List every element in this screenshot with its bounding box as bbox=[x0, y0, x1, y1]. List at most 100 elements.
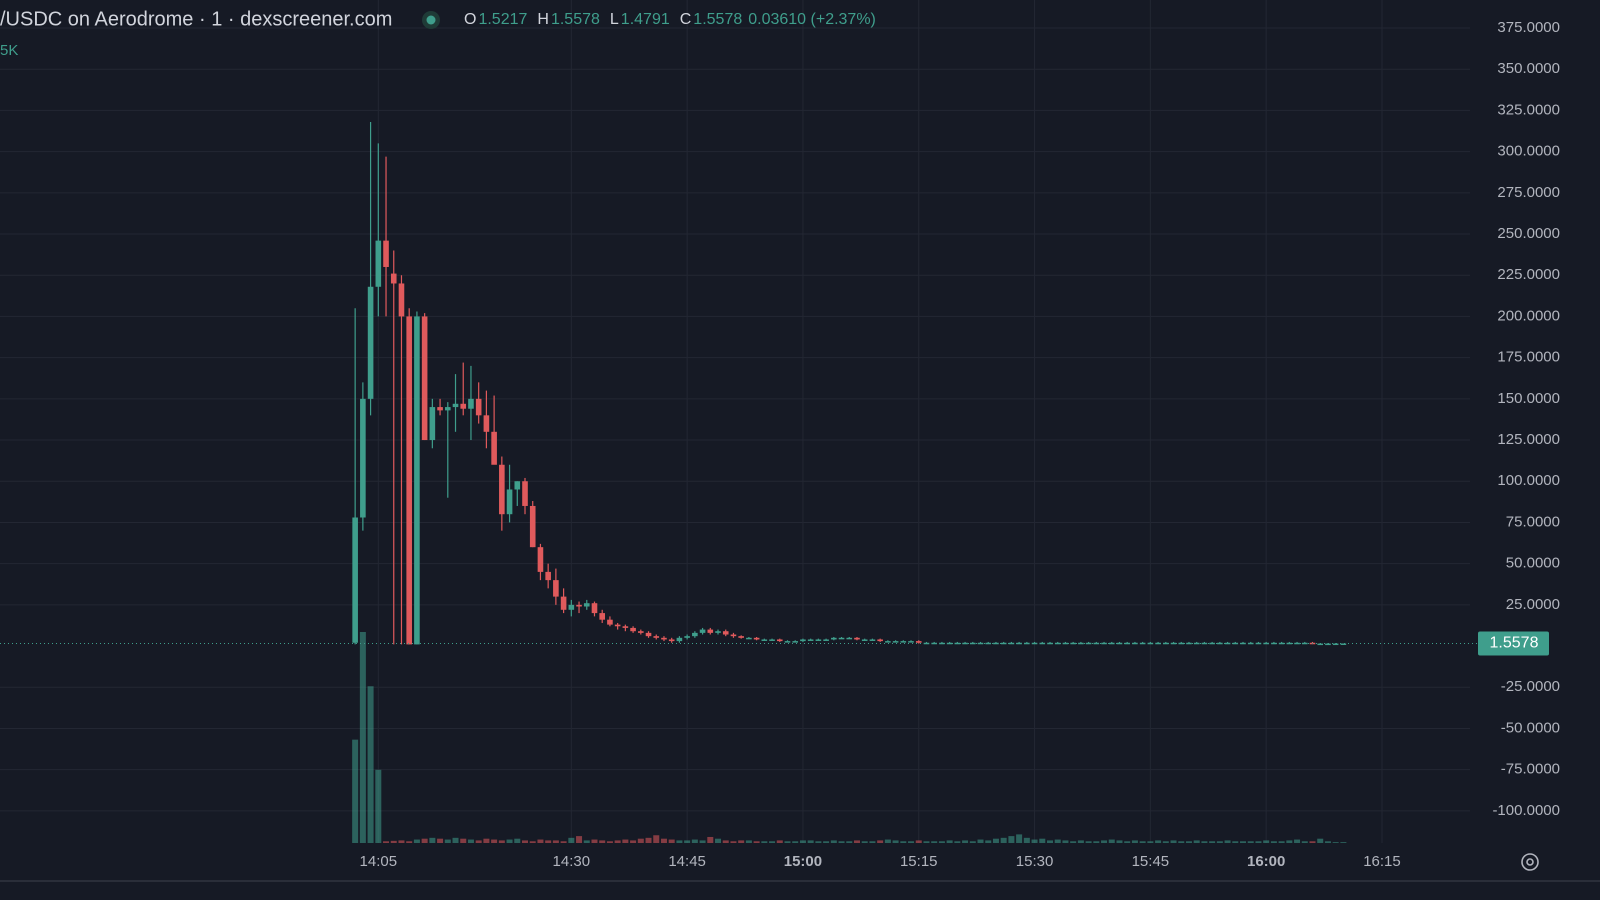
y-tick-label: -75.0000 bbox=[1501, 761, 1560, 778]
candle-body bbox=[807, 639, 814, 641]
change: 0.03610 (+2.37%) bbox=[748, 11, 876, 28]
volume-bar bbox=[576, 836, 583, 843]
volume-bar bbox=[1039, 838, 1046, 843]
settings-center[interactable] bbox=[1526, 858, 1534, 866]
y-tick-label: 300.0000 bbox=[1497, 143, 1560, 160]
candle-body bbox=[668, 639, 675, 642]
volume-bar bbox=[861, 841, 868, 843]
ohlc-key: C bbox=[680, 11, 692, 28]
candle-body bbox=[452, 403, 459, 408]
candle-body bbox=[923, 642, 930, 645]
volume-bar bbox=[630, 840, 637, 843]
volume-bar bbox=[452, 837, 459, 843]
candle-body bbox=[583, 603, 590, 607]
volume-bar bbox=[467, 839, 474, 843]
chart-title: /USDC on Aerodrome · 1 · dexscreener.com bbox=[0, 8, 392, 30]
candle-body bbox=[885, 641, 891, 643]
volume-bar bbox=[1085, 841, 1092, 843]
ohlc-key: H bbox=[537, 11, 549, 28]
volume-bar bbox=[1332, 842, 1339, 843]
candle-body bbox=[390, 273, 397, 284]
volume-bar bbox=[460, 838, 467, 843]
volume-bar bbox=[1255, 841, 1262, 843]
volume-bar bbox=[498, 840, 505, 843]
volume-bar bbox=[1286, 840, 1293, 843]
x-tick-label: 15:00 bbox=[784, 853, 822, 870]
volume-bar bbox=[413, 839, 420, 843]
candle-body bbox=[784, 641, 791, 643]
candle-body bbox=[406, 316, 412, 645]
volume-bar bbox=[1209, 841, 1216, 843]
settings-ring[interactable] bbox=[1521, 853, 1539, 871]
volume-bar bbox=[545, 840, 552, 843]
y-tick-label: 250.0000 bbox=[1497, 225, 1560, 242]
candle-body bbox=[954, 642, 961, 645]
volume-bar bbox=[869, 841, 876, 843]
candle-body bbox=[877, 639, 883, 642]
candle-body bbox=[707, 629, 714, 633]
y-tick-label: 225.0000 bbox=[1497, 266, 1560, 283]
candle-body bbox=[1340, 643, 1347, 645]
x-tick-label: 14:05 bbox=[360, 853, 398, 870]
candle-body bbox=[591, 603, 598, 614]
volume-bar bbox=[1131, 840, 1138, 843]
candle-body bbox=[444, 407, 451, 411]
settings-icon[interactable] bbox=[1521, 853, 1539, 871]
candle-body bbox=[1116, 642, 1123, 645]
candle-body bbox=[1031, 642, 1038, 645]
candle-body bbox=[800, 639, 806, 642]
candle-body bbox=[1247, 642, 1254, 645]
candle-body bbox=[722, 631, 729, 635]
volume-bar bbox=[583, 840, 590, 843]
volume-bar bbox=[1270, 841, 1277, 843]
x-tick-label: 16:00 bbox=[1247, 853, 1285, 870]
candle-body bbox=[1147, 642, 1154, 645]
volume-bar bbox=[992, 838, 999, 843]
candle-body bbox=[429, 407, 436, 441]
volume-bar bbox=[514, 838, 521, 843]
volume-bar bbox=[715, 838, 722, 843]
candle-body bbox=[792, 641, 799, 643]
volume-bar bbox=[923, 841, 930, 843]
volume-bar bbox=[738, 840, 745, 843]
candle-body bbox=[761, 639, 768, 641]
candle-body bbox=[1039, 642, 1046, 645]
y-tick-label: 200.0000 bbox=[1497, 307, 1560, 324]
volume-bar bbox=[823, 841, 830, 843]
candle-body bbox=[375, 240, 382, 287]
volume-bar bbox=[1324, 841, 1331, 843]
volume-bar bbox=[437, 838, 444, 843]
candle-body bbox=[676, 637, 683, 642]
volume-bar bbox=[830, 840, 837, 843]
y-tick-label: 150.0000 bbox=[1497, 390, 1560, 407]
candle-body bbox=[815, 639, 822, 641]
volume-bar bbox=[622, 839, 629, 843]
x-tick-label: 15:15 bbox=[900, 853, 938, 870]
volume-bar bbox=[1178, 841, 1185, 843]
volume-bar bbox=[398, 840, 405, 843]
candle-body bbox=[1232, 642, 1239, 645]
candle-body bbox=[653, 636, 660, 638]
volume-bar bbox=[614, 840, 621, 843]
volume-bar bbox=[722, 840, 729, 843]
volume-bar bbox=[1000, 837, 1007, 843]
volume-bar bbox=[560, 841, 567, 843]
candle-body bbox=[838, 637, 845, 640]
volume-bar bbox=[815, 841, 822, 843]
volume-bar bbox=[962, 840, 969, 843]
y-tick-label: -100.0000 bbox=[1492, 802, 1560, 819]
candle-body bbox=[869, 639, 876, 641]
volume-bar bbox=[892, 840, 899, 843]
candle-body bbox=[1000, 642, 1007, 645]
candle-body bbox=[483, 415, 490, 432]
volume-bar bbox=[1062, 840, 1069, 843]
volume-bar bbox=[776, 840, 783, 843]
volume-bar bbox=[552, 840, 559, 843]
volume-bar bbox=[1124, 841, 1131, 843]
volume-bar bbox=[568, 837, 575, 843]
candle-body bbox=[1062, 642, 1069, 645]
volume-bar bbox=[877, 840, 884, 843]
ohlc-key: L bbox=[610, 11, 619, 28]
candle-body bbox=[931, 642, 937, 645]
y-tick-label: -25.0000 bbox=[1501, 678, 1560, 695]
